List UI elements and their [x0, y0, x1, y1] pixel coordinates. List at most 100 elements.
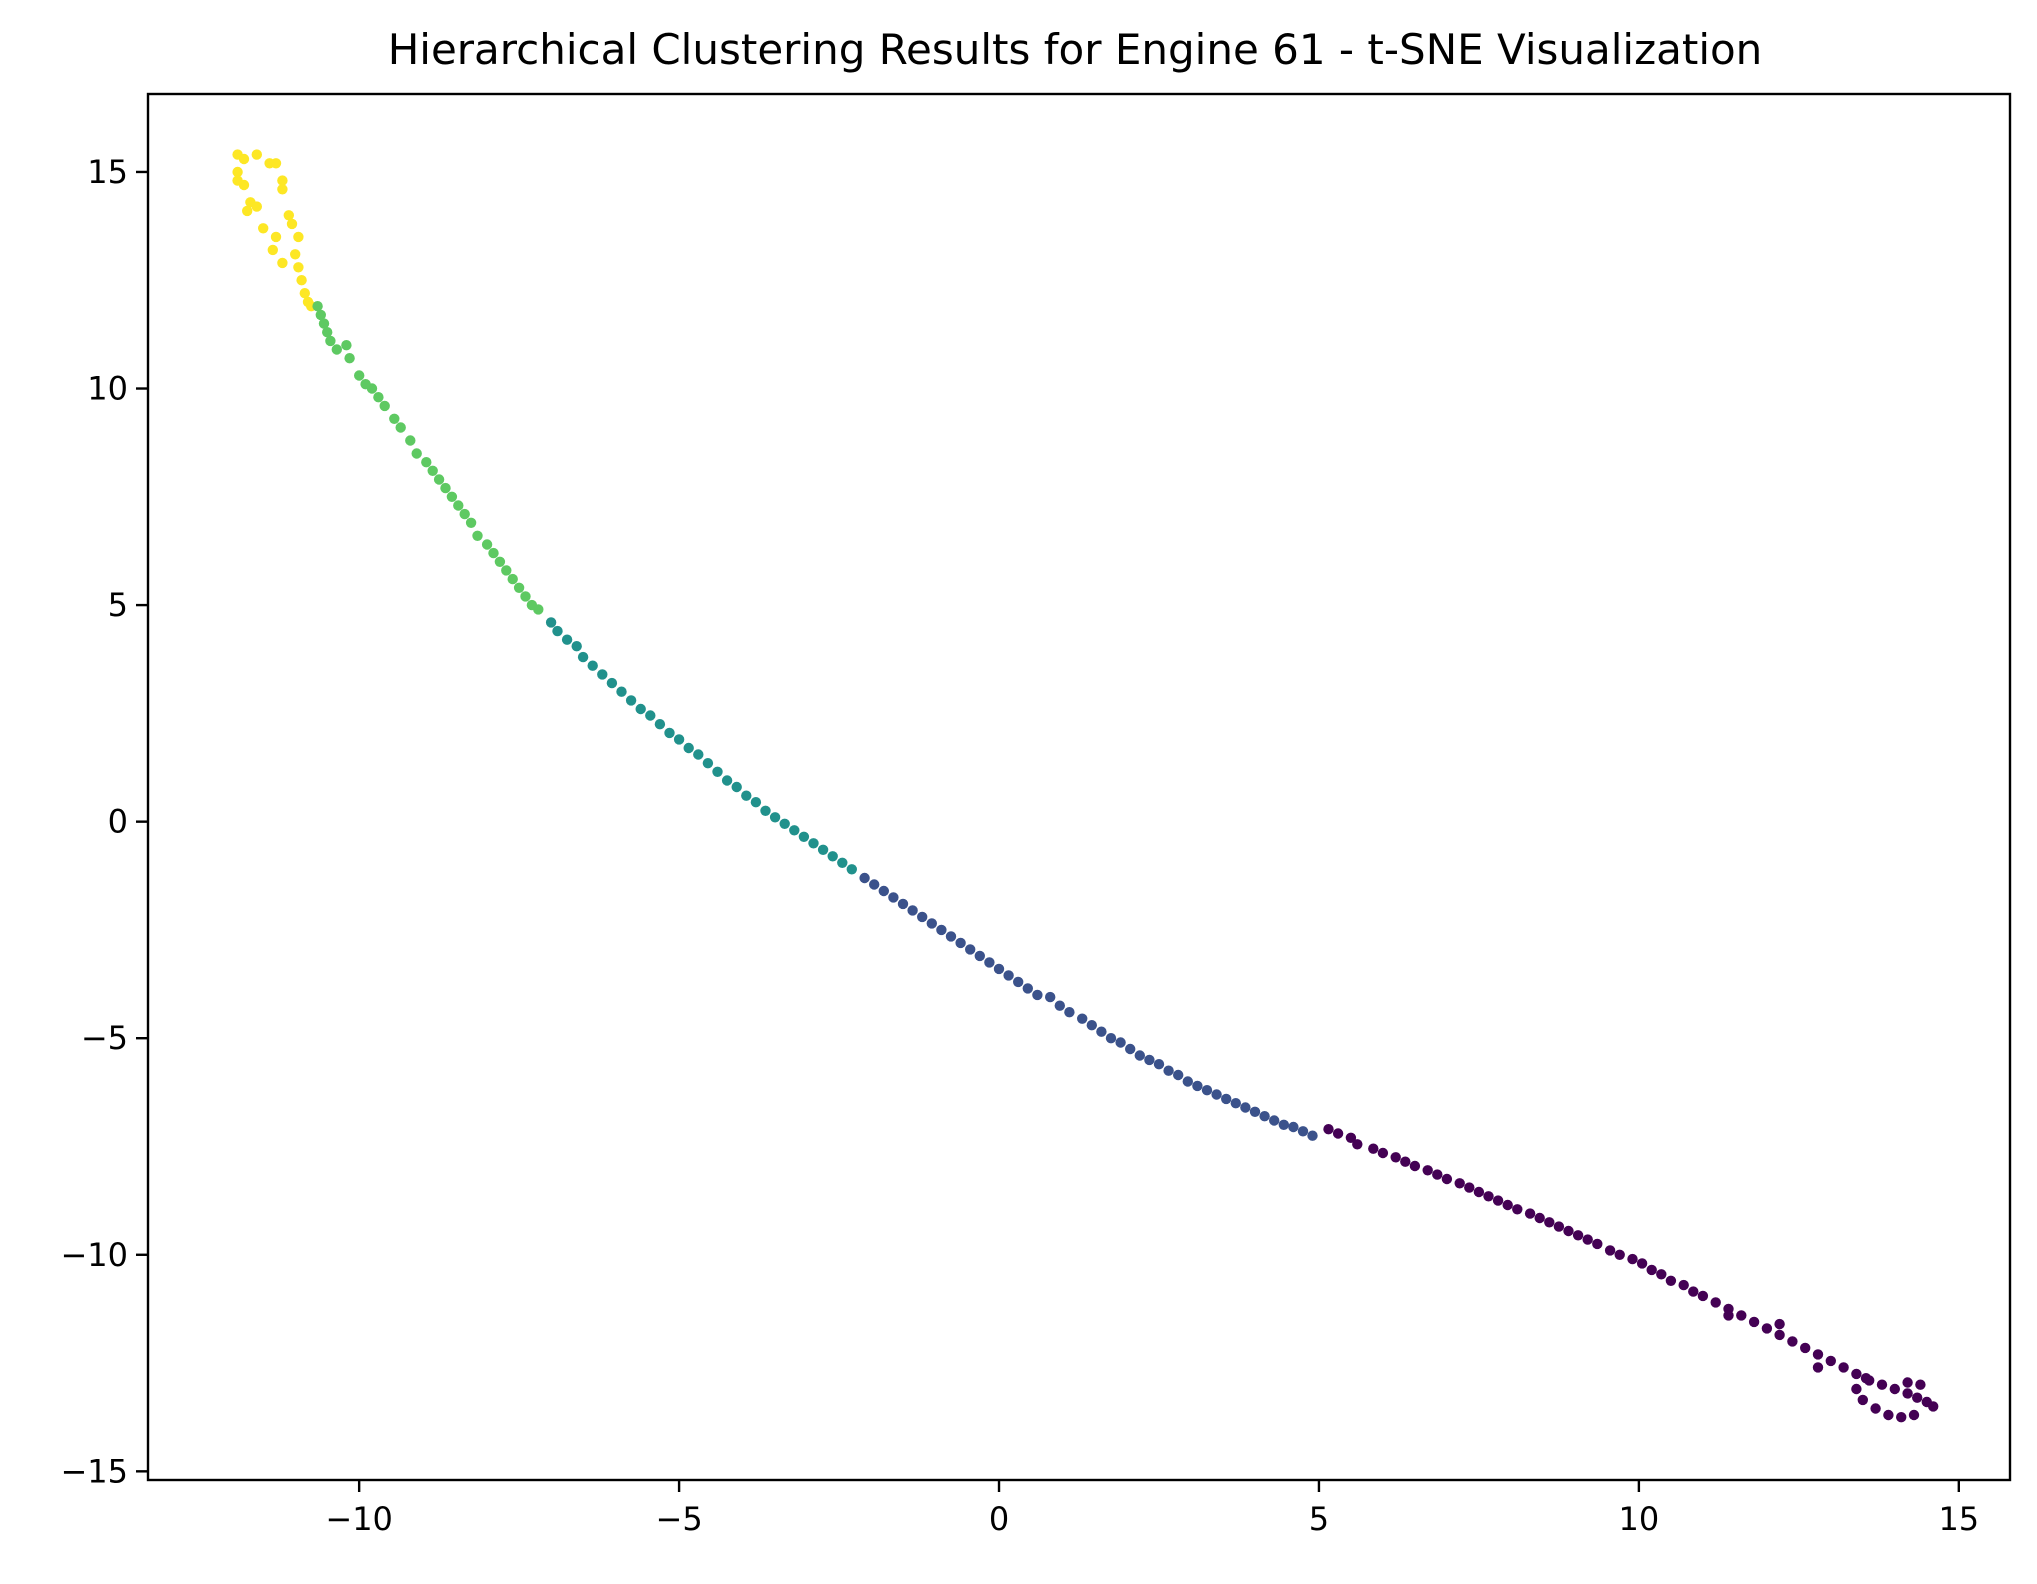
scatter-point	[1896, 1412, 1907, 1423]
scatter-point	[373, 392, 384, 403]
scatter-point	[1812, 1349, 1824, 1360]
scatter-point	[1825, 1355, 1837, 1367]
scatter-point	[354, 370, 365, 381]
scatter-point	[1332, 1128, 1344, 1139]
scatter-point	[1288, 1121, 1299, 1133]
scatter-point	[561, 634, 573, 645]
scatter-point	[1269, 1115, 1280, 1126]
scatter-point	[1870, 1403, 1881, 1414]
scatter-point	[888, 892, 899, 903]
scatter-point	[1022, 983, 1033, 994]
scatter-point	[1441, 1173, 1453, 1185]
y-tick-label: 10	[87, 370, 128, 408]
scatter-point	[1211, 1089, 1222, 1100]
scatter-point	[1352, 1139, 1363, 1150]
scatter-point	[1077, 1013, 1088, 1024]
scatter-point	[322, 327, 333, 338]
scatter-point	[721, 775, 733, 786]
y-tick-label: −15	[60, 1452, 128, 1490]
scatter-point	[798, 831, 810, 842]
scatter-point	[283, 210, 294, 221]
scatter-point	[1230, 1098, 1242, 1109]
scatter-point	[1787, 1336, 1798, 1347]
scatter-point	[238, 153, 250, 165]
scatter-point	[1054, 1000, 1066, 1011]
scatter-point	[1534, 1212, 1545, 1224]
x-tick-label: 5	[1309, 1500, 1329, 1538]
scatter-point	[827, 851, 838, 862]
scatter-point	[1908, 1409, 1920, 1421]
x-axis: −10 −5 0 5 10 15	[325, 1480, 1979, 1538]
x-tick-label: 10	[1619, 1500, 1660, 1538]
scatter-point	[1045, 991, 1056, 1003]
chart-title: Hierarchical Clustering Results for Engi…	[388, 25, 1763, 74]
scatter-point	[1553, 1221, 1565, 1232]
scatter-point	[917, 911, 928, 923]
scatter-point	[683, 742, 694, 754]
scatter-point	[808, 838, 819, 849]
scatter-point	[1656, 1269, 1667, 1280]
scatter-point	[366, 383, 378, 394]
scatter-point	[750, 797, 762, 808]
scatter-point	[1134, 1050, 1146, 1061]
scatter-point	[779, 818, 790, 829]
scatter-point	[258, 223, 269, 234]
scatter-point	[1422, 1165, 1433, 1176]
scatter-point	[645, 710, 656, 721]
scatter-point	[1086, 1019, 1098, 1031]
scatter-point	[481, 539, 493, 550]
scatter-point	[1163, 1065, 1174, 1076]
scatter-point	[1377, 1147, 1389, 1159]
scatter-point	[427, 465, 438, 476]
scatter-point	[1492, 1195, 1504, 1206]
scatter-point	[421, 457, 432, 468]
scatter-point	[1572, 1230, 1584, 1241]
scatter-point	[242, 205, 253, 217]
scatter-point	[1454, 1178, 1465, 1189]
scatter-point	[1173, 1069, 1184, 1081]
scatter-point	[1307, 1130, 1318, 1141]
scatter-point	[869, 879, 880, 890]
scatter-point	[1636, 1258, 1648, 1269]
scatter-point	[520, 591, 531, 602]
scatter-point	[1736, 1310, 1747, 1321]
scatter-point	[1563, 1225, 1574, 1237]
scatter-point	[907, 905, 918, 916]
y-tick-label: 5	[108, 586, 128, 624]
scatter-point	[1153, 1059, 1165, 1070]
scatter-point	[1710, 1297, 1721, 1308]
scatter-point	[472, 530, 483, 541]
y-tick-label: 15	[87, 153, 128, 191]
scatter-point	[1646, 1264, 1657, 1276]
scatter-point	[465, 517, 477, 528]
scatter-point	[331, 344, 342, 355]
scatter-point	[379, 400, 390, 412]
scatter-point	[984, 957, 995, 968]
scatter-point	[1003, 970, 1014, 981]
scatter-point	[1928, 1401, 1939, 1412]
x-tick-label: −10	[325, 1500, 393, 1538]
scatter-point	[1473, 1186, 1485, 1198]
scatter-point	[1723, 1310, 1734, 1321]
scatter-point	[299, 288, 310, 299]
scatter-point	[1201, 1085, 1213, 1096]
scatter-point	[673, 734, 685, 745]
scatter-point	[635, 703, 646, 715]
plot-frame	[146, 92, 2012, 1482]
scatter-point	[955, 937, 966, 949]
y-axis: 15 10 5 0 −5 −10 −15	[60, 153, 148, 1490]
scatter-point	[494, 556, 506, 567]
scatter-point	[1125, 1043, 1136, 1055]
scatter-point	[552, 625, 563, 637]
scatter-point	[1432, 1169, 1443, 1180]
scatter-point	[616, 686, 627, 697]
scatter-point	[1221, 1093, 1232, 1105]
scatter-point	[433, 474, 445, 485]
scatter-point	[846, 864, 857, 875]
scatter-point	[1665, 1275, 1677, 1287]
scatter-point	[1912, 1392, 1923, 1403]
scatter-point	[1524, 1208, 1536, 1219]
x-tick-label: −5	[656, 1500, 703, 1538]
scatter-point	[936, 924, 947, 936]
scatter-point	[293, 262, 304, 273]
